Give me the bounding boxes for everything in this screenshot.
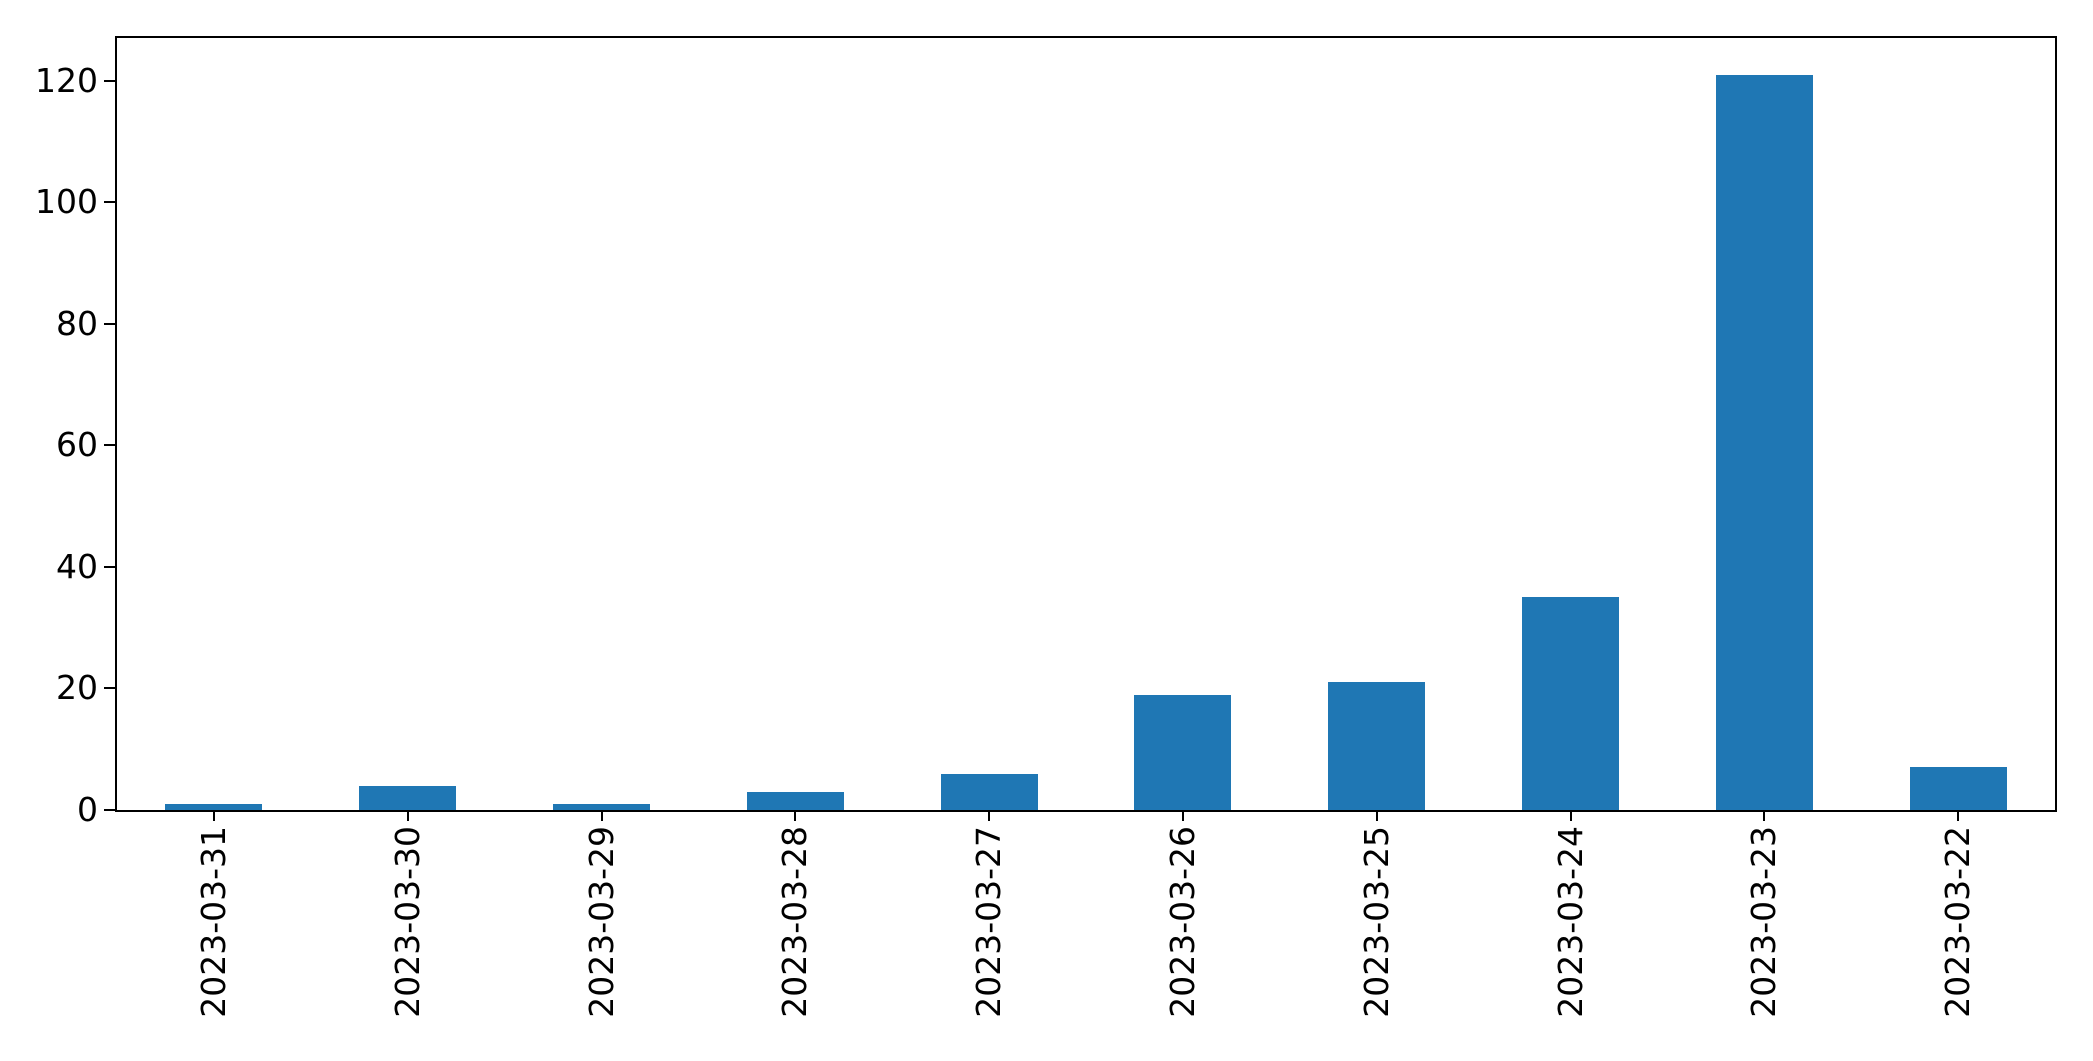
x-tick-label: 2023-03-25 — [1356, 826, 1396, 1018]
bar-2023-03-31 — [165, 803, 263, 810]
x-tick-mark — [794, 812, 797, 821]
y-tick-mark — [104, 444, 115, 447]
x-tick-mark — [1763, 812, 1766, 821]
bar-2023-03-28 — [746, 791, 844, 810]
y-tick-label: 60 — [56, 425, 98, 465]
bar-2023-03-26 — [1134, 694, 1232, 810]
x-tick-mark — [212, 812, 215, 821]
y-tick-mark — [104, 687, 115, 690]
y-tick-label: 100 — [35, 182, 98, 222]
bar-2023-03-22 — [1909, 767, 2007, 810]
x-tick-label: 2023-03-31 — [193, 826, 233, 1018]
x-tick-mark — [406, 812, 409, 821]
y-tick-label: 20 — [56, 668, 98, 708]
x-tick-mark — [988, 812, 991, 821]
x-tick-label: 2023-03-29 — [581, 826, 621, 1018]
bar-2023-03-30 — [359, 785, 457, 810]
bar-2023-03-24 — [1522, 597, 1619, 810]
x-tick-mark — [600, 812, 603, 821]
y-tick-mark — [104, 565, 115, 568]
y-tick-label: 120 — [35, 60, 98, 100]
y-tick-mark — [104, 79, 115, 82]
y-tick-label: 40 — [56, 546, 98, 586]
x-tick-label: 2023-03-28 — [775, 826, 815, 1018]
y-tick-label: 0 — [77, 790, 98, 829]
bar-2023-03-27 — [940, 773, 1038, 810]
x-tick-label: 2023-03-30 — [387, 826, 427, 1018]
y-tick-mark — [104, 322, 115, 325]
x-tick-mark — [1181, 812, 1184, 821]
x-tick-label: 2023-03-22 — [1938, 826, 1978, 1018]
y-tick-mark — [104, 809, 115, 811]
x-tick-label: 2023-03-24 — [1550, 826, 1590, 1018]
x-tick-label: 2023-03-23 — [1744, 826, 1784, 1018]
x-tick-mark — [1569, 812, 1572, 821]
bar-2023-03-25 — [1328, 682, 1426, 810]
y-tick-label: 80 — [56, 303, 98, 343]
x-tick-mark — [1957, 812, 1960, 821]
bar-2023-03-29 — [553, 803, 650, 810]
x-tick-label: 2023-03-27 — [969, 826, 1009, 1018]
x-tick-mark — [1375, 812, 1378, 821]
axes-spines — [115, 36, 2057, 812]
y-tick-mark — [104, 201, 115, 204]
bar-2023-03-23 — [1715, 74, 1813, 810]
x-tick-label: 2023-03-26 — [1162, 826, 1202, 1018]
